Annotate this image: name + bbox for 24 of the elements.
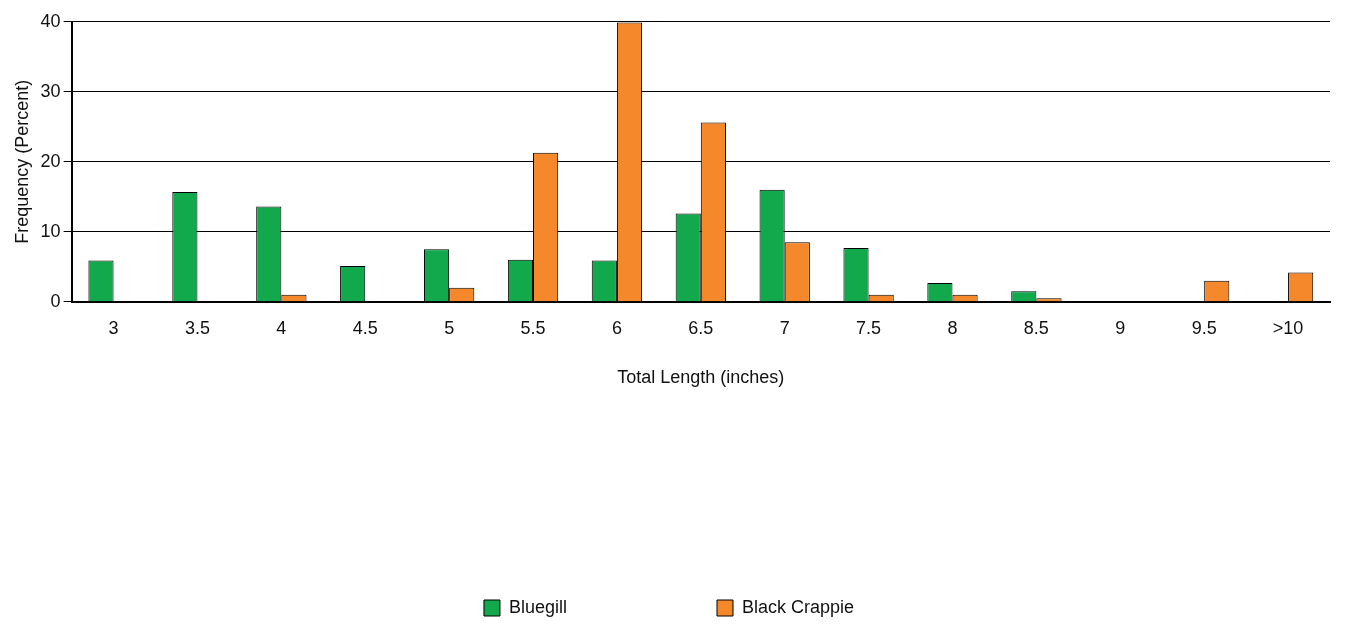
x-tick-label: >10 [1272, 317, 1304, 338]
y-axis-title: Frequency (Percent) [11, 79, 32, 244]
y-tick-label: 20 [40, 150, 61, 171]
x-tick-label: 4.5 [352, 317, 378, 338]
x-tick-label: 6.5 [688, 317, 714, 338]
x-tick-label: 8 [947, 317, 958, 338]
x-tick-label: 5.5 [520, 317, 546, 338]
x-tick-label: 3 [108, 317, 119, 338]
legend-label: Black Crappie [741, 596, 855, 617]
x-tick-label: 5 [444, 317, 455, 338]
x-axis-title: Total Length (inches) [617, 367, 785, 388]
x-tick-label: 9 [1115, 317, 1126, 338]
x-tick-label: 7 [779, 317, 790, 338]
x-tick-label: 8.5 [1023, 317, 1049, 338]
y-tick-label: 30 [40, 80, 61, 101]
x-tick-label: 4 [276, 317, 287, 338]
x-tick-label: 6 [611, 317, 622, 338]
y-tick-label: 10 [40, 220, 61, 241]
x-tick-label: 7.5 [856, 317, 882, 338]
y-tick-label: 40 [40, 10, 61, 31]
x-tick-label: 9.5 [1191, 317, 1217, 338]
legend-label: Bluegill [508, 596, 567, 617]
y-tick-label: 0 [50, 290, 61, 311]
x-tick-label: 3.5 [184, 317, 210, 338]
